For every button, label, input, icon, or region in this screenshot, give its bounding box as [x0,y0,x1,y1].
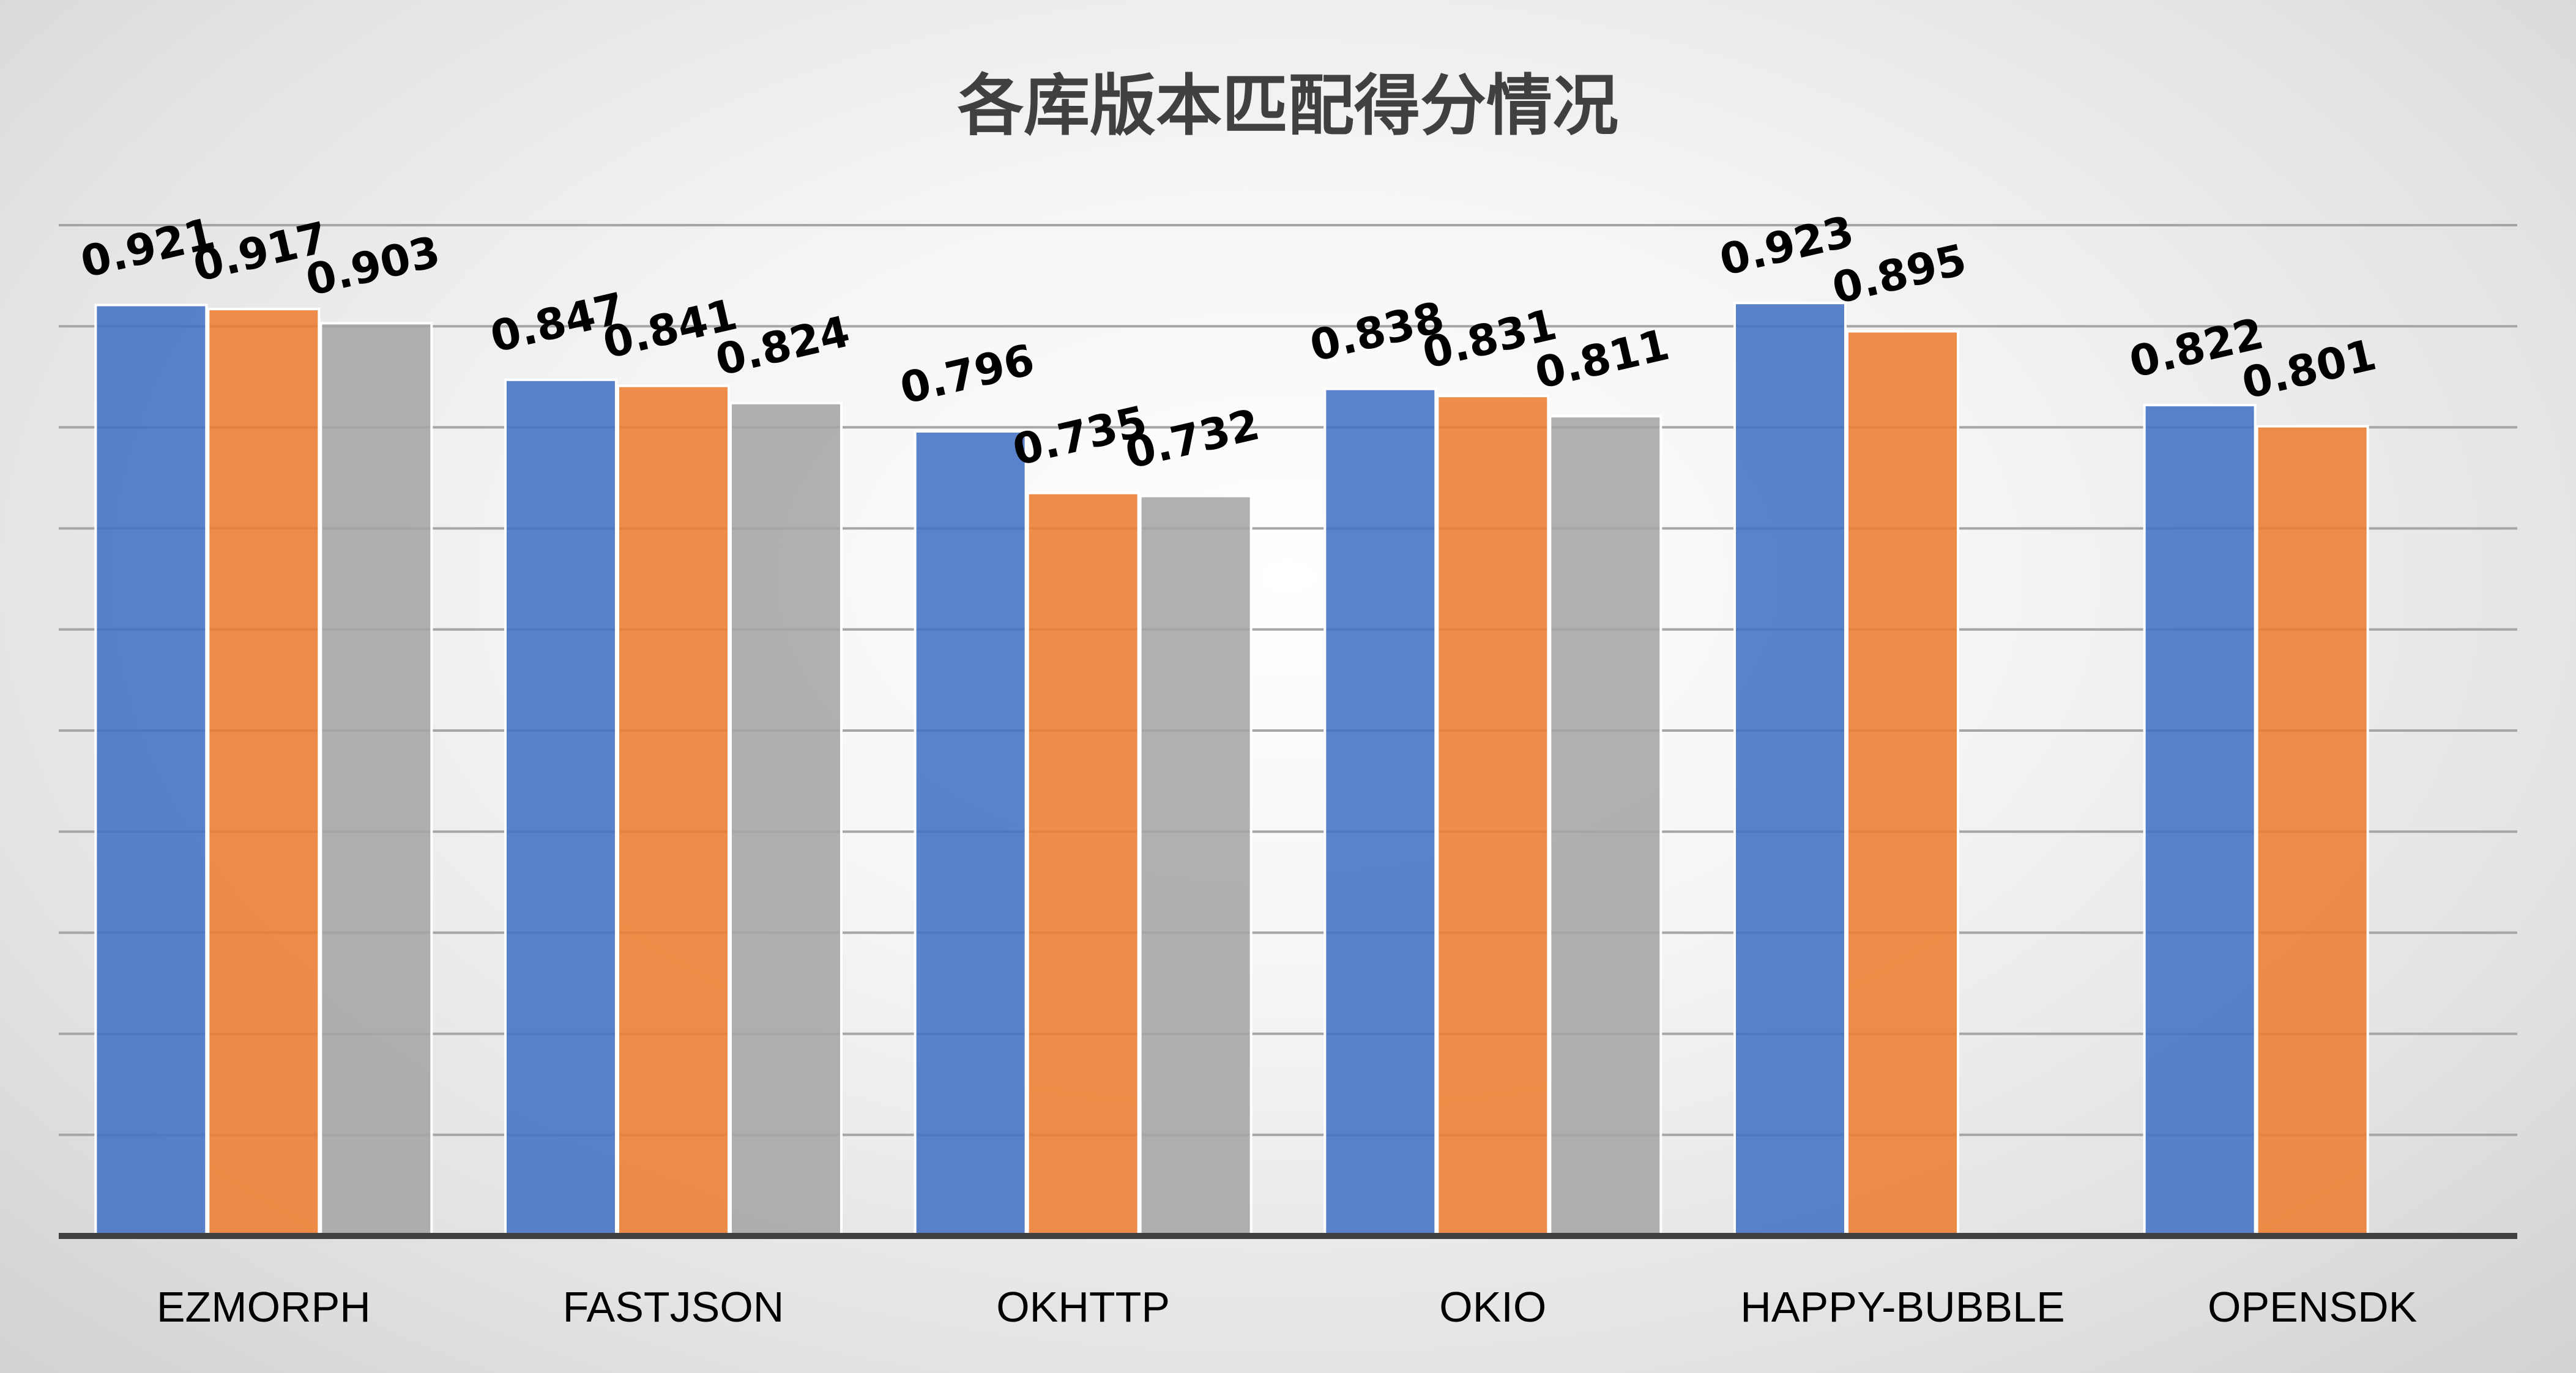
category-label: FASTJSON [563,1283,784,1331]
bar [1846,330,1959,1238]
bar [94,303,208,1237]
bar [207,308,321,1238]
bar [504,378,617,1237]
category-label: HAPPY-BUBBLE [1740,1283,2064,1331]
bar [1436,395,1550,1237]
category-labels: EZMORPH FASTJSON OKHTTP OKIO HAPPY-BUBBLE OPE… [157,1283,2417,1331]
bar [1139,494,1253,1238]
bar [1733,302,1847,1238]
bar [914,430,1027,1237]
category-label: EZMORPH [157,1283,371,1331]
bar [729,401,843,1238]
category-label: OPENSDK [2208,1283,2417,1331]
data-label: 0.796 [896,335,1039,414]
bar [2255,425,2369,1237]
bar [1026,491,1140,1237]
bar [1323,387,1437,1237]
bar [319,322,433,1237]
category-label: OKHTTP [996,1283,1170,1331]
category-label: OKIO [1439,1283,1546,1331]
bar [2143,404,2257,1237]
bar [617,384,730,1238]
bar [1549,415,1662,1237]
gridlines [59,224,2517,1136]
chart-title: 各库版本匹配得分情况 [958,68,1618,144]
